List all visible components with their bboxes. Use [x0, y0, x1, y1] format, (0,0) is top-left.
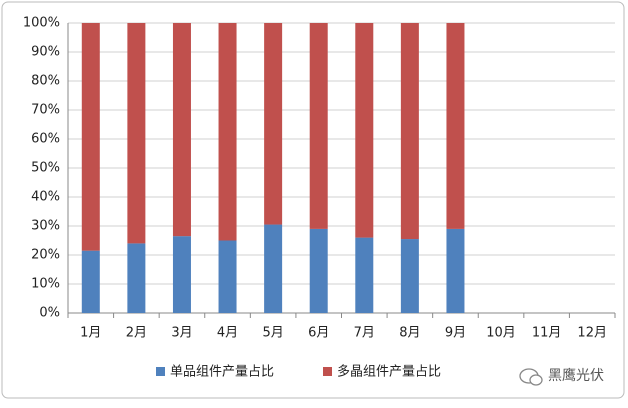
bar-segment — [309, 23, 328, 229]
x-tick-label: 6月 — [308, 326, 329, 341]
watermark-icon — [519, 368, 543, 386]
x-tick-label: 3月 — [171, 326, 192, 341]
y-tick-label: 60% — [31, 132, 60, 147]
y-tick-label: 100% — [23, 16, 60, 31]
y-tick-label: 70% — [31, 103, 60, 118]
watermark: 黑鹰光伏 — [548, 368, 604, 384]
legend-swatch — [323, 367, 332, 376]
y-tick-label: 10% — [31, 277, 60, 292]
y-tick-label: 0% — [39, 306, 60, 321]
y-tick-label: 80% — [31, 74, 60, 89]
x-tick-label: 11月 — [532, 326, 562, 341]
y-tick-label: 40% — [31, 190, 60, 205]
bar-segment — [172, 236, 191, 313]
y-tick-label: 20% — [31, 248, 60, 263]
bar-segment — [172, 23, 191, 237]
x-tick-label: 7月 — [354, 326, 375, 341]
y-tick-label: 50% — [31, 161, 60, 176]
bar-segment — [355, 237, 374, 313]
bar-segment — [309, 228, 328, 313]
x-tick-label: 9月 — [445, 326, 466, 341]
x-tick-label: 5月 — [262, 326, 283, 341]
bar-segment — [355, 23, 374, 238]
bar-segment — [400, 23, 419, 240]
bar-segment — [218, 240, 237, 313]
bar-segment — [81, 23, 100, 251]
bar-segment — [446, 23, 465, 229]
x-tick-label: 12月 — [577, 326, 607, 341]
x-tick-label: 10月 — [486, 326, 516, 341]
bar-segment — [264, 23, 283, 225]
legend-label: 单品组件产量占比 — [170, 365, 274, 380]
bar-segment — [446, 228, 465, 313]
x-tick-label: 4月 — [217, 326, 238, 341]
bar-segment — [218, 23, 237, 241]
x-tick-label: 1月 — [80, 326, 101, 341]
y-tick-label: 30% — [31, 219, 60, 234]
legend-label: 多晶组件产量占比 — [337, 364, 441, 380]
bar-segment — [127, 23, 146, 244]
y-tick-label: 90% — [31, 45, 60, 60]
legend-swatch — [156, 367, 165, 376]
x-tick-label: 8月 — [399, 326, 420, 341]
bar-segment — [264, 224, 283, 313]
x-tick-label: 2月 — [126, 326, 147, 341]
bar-segment — [400, 239, 419, 313]
bar-segment — [127, 243, 146, 313]
bar-segment — [81, 250, 100, 313]
